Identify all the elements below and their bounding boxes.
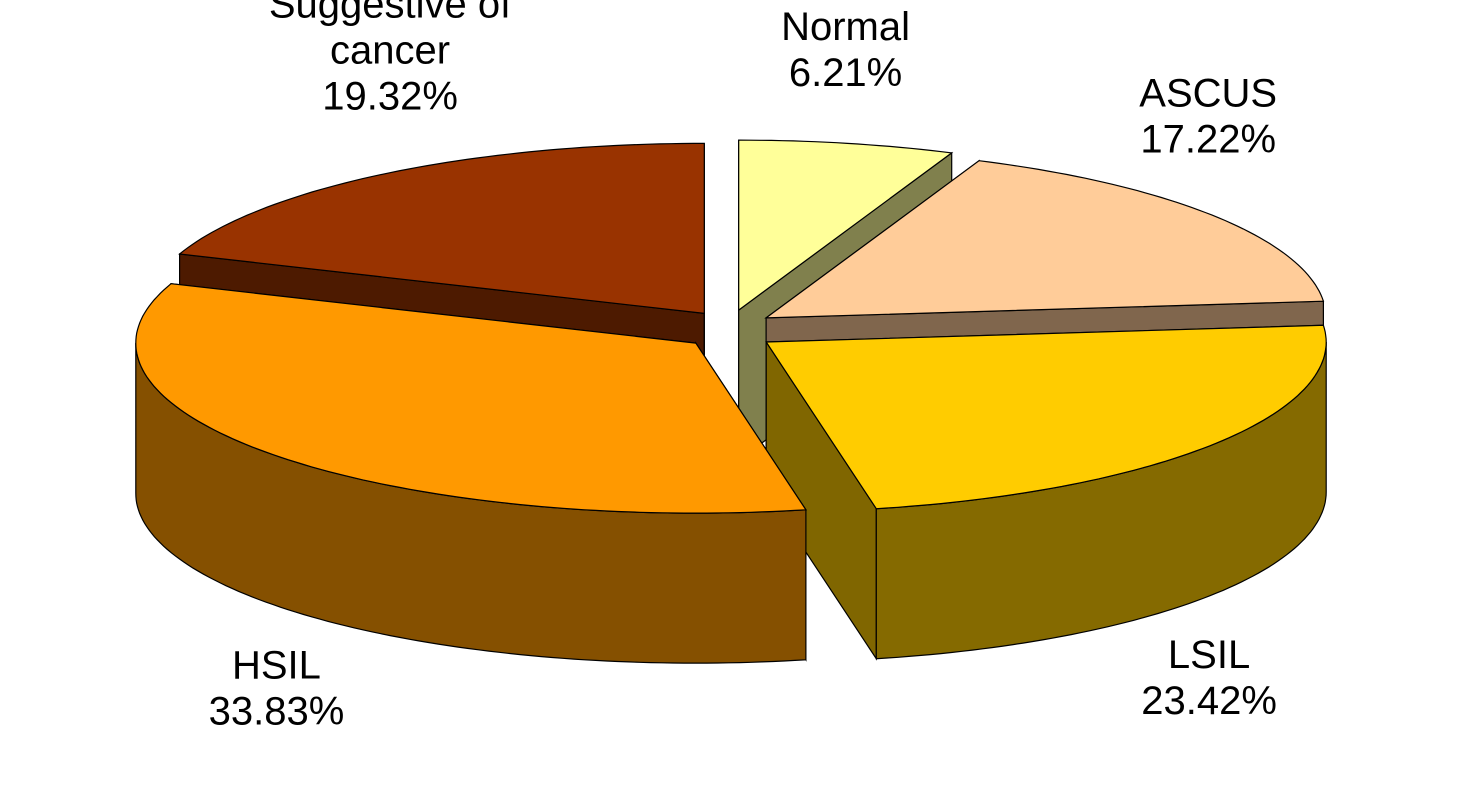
slice	[135, 283, 807, 664]
slice-label: Suggestive of cancer	[269, 0, 512, 73]
slice-label: ASCUS	[1139, 71, 1277, 115]
slice-label: HSIL	[232, 643, 321, 687]
value-label: 17.22%	[1140, 117, 1276, 161]
value-label: 19.32%	[322, 75, 458, 119]
slice-label: Normal	[781, 5, 910, 49]
value-label: 23.42%	[1141, 679, 1277, 723]
slice	[765, 324, 1327, 510]
slice	[738, 139, 954, 312]
slice-label: LSIL	[1168, 633, 1250, 677]
label-line: cancer	[330, 29, 450, 73]
slice	[178, 142, 705, 315]
value-label: 6.21%	[789, 51, 902, 95]
slice	[765, 324, 1327, 661]
slice	[764, 160, 1325, 319]
slice	[135, 283, 807, 514]
label-line: Suggestive of	[269, 0, 512, 27]
value-label: 33.83%	[209, 689, 345, 733]
